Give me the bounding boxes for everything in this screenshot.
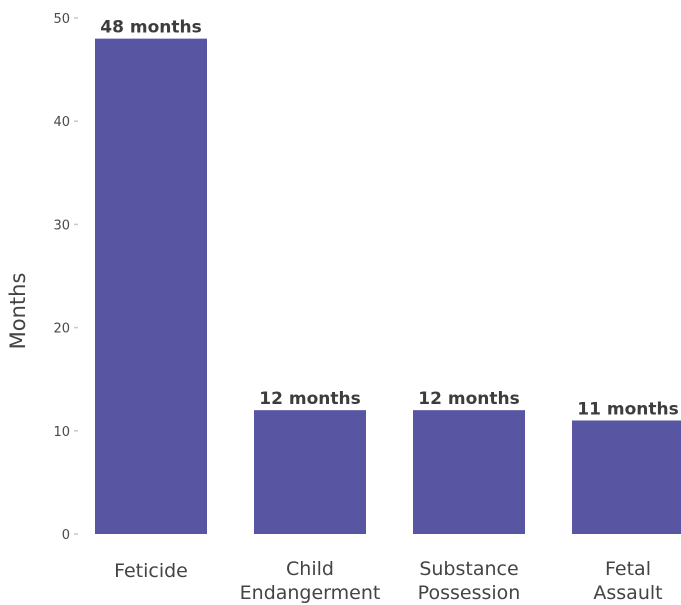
y-tick-label: 10 (53, 425, 70, 440)
category-label-line: Fetal (605, 558, 651, 580)
y-axis-title: Months (6, 273, 30, 350)
category-label-line: Substance (419, 558, 518, 580)
bar-data-label: 12 months (418, 389, 519, 409)
y-tick-label: 20 (53, 322, 70, 337)
category-label: Child Endangerment (240, 558, 381, 604)
y-tick-label: 0 (62, 528, 70, 543)
bar (413, 410, 525, 534)
category-label-line: Assault (593, 582, 662, 604)
category-label: Fetal Assault (593, 558, 662, 604)
x-axis-labels: Feticide Child Endangerment Substance Posses… (114, 558, 663, 604)
y-tick-label: 50 (53, 12, 70, 27)
bar (254, 410, 366, 534)
bar-data-label: 11 months (577, 399, 678, 419)
y-tick-label: 30 (53, 218, 70, 233)
bar-data-label: 12 months (259, 389, 360, 409)
bar-data-label: 48 months (100, 18, 201, 38)
bars (95, 38, 681, 534)
category-label-line: Child (286, 558, 334, 580)
bar (572, 420, 681, 534)
bar (95, 38, 207, 534)
y-axis: 0 10 20 30 40 50 (53, 12, 78, 543)
category-label-line: Possession (418, 582, 521, 604)
category-label: Substance Possession (418, 558, 521, 604)
category-label: Feticide (114, 560, 188, 582)
y-tick-label: 40 (53, 115, 70, 130)
data-labels: 48 months 12 months 12 months 11 months (100, 18, 678, 420)
category-label-line: Endangerment (240, 582, 381, 604)
